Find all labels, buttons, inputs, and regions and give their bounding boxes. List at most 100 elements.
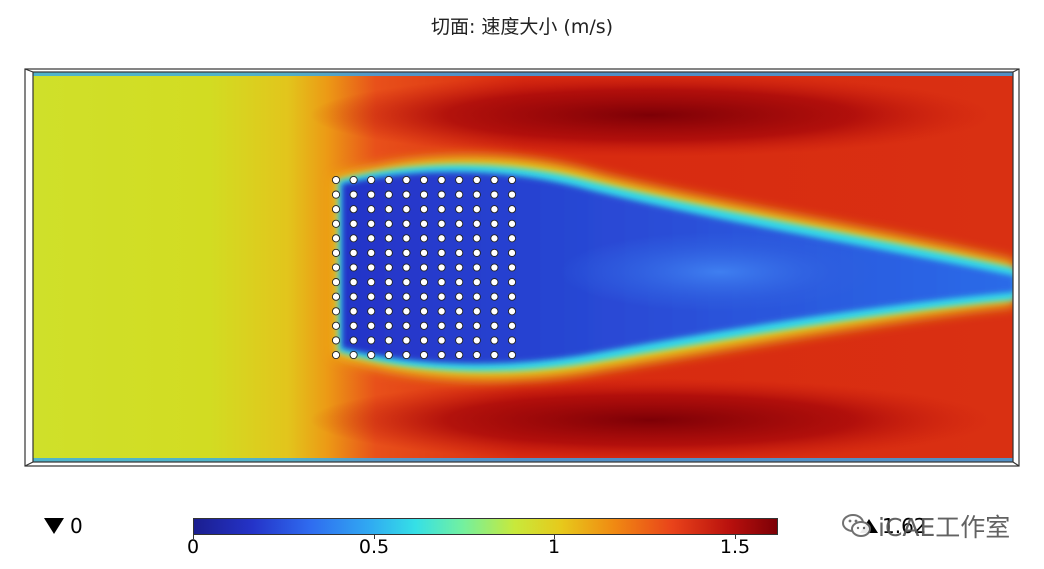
cylinder bbox=[349, 321, 358, 330]
cylinder bbox=[472, 219, 481, 228]
colorbar-tick bbox=[735, 535, 736, 539]
cylinder bbox=[455, 248, 464, 257]
cylinder bbox=[384, 234, 393, 243]
cylinder bbox=[331, 190, 341, 199]
cylinder bbox=[384, 278, 393, 287]
cylinder bbox=[402, 219, 411, 228]
cylinder bbox=[349, 278, 358, 287]
cylinder bbox=[402, 248, 411, 257]
cylinder bbox=[472, 205, 481, 214]
cylinder bbox=[437, 307, 446, 316]
cylinder bbox=[384, 219, 393, 228]
cylinder bbox=[455, 234, 464, 243]
cylinder bbox=[472, 175, 481, 185]
cylinder bbox=[331, 219, 341, 228]
cylinder bbox=[455, 307, 464, 316]
cylinder bbox=[490, 307, 499, 316]
cylinder bbox=[472, 263, 481, 272]
cylinder bbox=[349, 234, 358, 243]
cylinder bbox=[419, 234, 429, 243]
colorbar-tick bbox=[554, 535, 555, 539]
cylinder bbox=[455, 190, 464, 199]
cylinder bbox=[349, 175, 358, 185]
min-value-label: 0 bbox=[70, 514, 83, 538]
cylinder bbox=[437, 205, 446, 214]
cylinder bbox=[419, 190, 429, 199]
min-value-marker: 0 bbox=[44, 514, 83, 538]
cylinder bbox=[455, 205, 464, 214]
cylinder bbox=[437, 263, 446, 272]
cylinder bbox=[419, 205, 429, 214]
cylinder bbox=[490, 263, 499, 272]
cylinder bbox=[455, 175, 464, 185]
cylinder bbox=[367, 219, 376, 228]
min-triangle-icon bbox=[44, 518, 64, 534]
cylinder bbox=[402, 292, 411, 301]
cylinder bbox=[349, 307, 358, 316]
velocity-slice-plot bbox=[24, 68, 1020, 467]
cylinder bbox=[490, 350, 499, 360]
cylinder bbox=[419, 219, 429, 228]
cylinder bbox=[384, 321, 393, 330]
cylinder bbox=[437, 350, 446, 360]
cylinder bbox=[419, 307, 429, 316]
cylinder bbox=[384, 248, 393, 257]
cylinder bbox=[419, 321, 429, 330]
cylinder bbox=[507, 278, 517, 287]
colorbar-tick bbox=[193, 535, 194, 539]
cylinder bbox=[349, 205, 358, 214]
cylinder bbox=[384, 205, 393, 214]
cylinder bbox=[437, 219, 446, 228]
cylinder bbox=[349, 263, 358, 272]
cylinder bbox=[367, 205, 376, 214]
cylinder bbox=[490, 190, 499, 199]
cylinder bbox=[367, 234, 376, 243]
cylinder bbox=[349, 292, 358, 301]
cylinder bbox=[331, 205, 341, 214]
domain-frame bbox=[24, 68, 1020, 467]
cylinder bbox=[437, 336, 446, 345]
colorbar-tick-label: 0.5 bbox=[358, 536, 390, 558]
cylinder bbox=[349, 248, 358, 257]
cylinder bbox=[331, 248, 341, 257]
cylinder bbox=[455, 219, 464, 228]
cylinder bbox=[490, 292, 499, 301]
cylinder bbox=[384, 350, 393, 360]
cylinder bbox=[455, 350, 464, 360]
cylinder bbox=[472, 321, 481, 330]
watermark: iCAE工作室 bbox=[842, 508, 1010, 544]
cylinder bbox=[507, 219, 517, 228]
cylinder bbox=[331, 234, 341, 243]
cylinder bbox=[437, 234, 446, 243]
cylinder bbox=[490, 234, 499, 243]
cylinder bbox=[349, 219, 358, 228]
cylinder bbox=[455, 263, 464, 272]
cylinder bbox=[367, 248, 376, 257]
colorbar-tick bbox=[374, 535, 375, 539]
cylinder bbox=[472, 350, 481, 360]
cylinder bbox=[419, 292, 429, 301]
cylinder bbox=[384, 190, 393, 199]
cylinder bbox=[331, 263, 341, 272]
cylinder bbox=[455, 336, 464, 345]
cylinder bbox=[419, 278, 429, 287]
plot-title: 切面: 速度大小 (m/s) bbox=[430, 16, 614, 38]
cylinder bbox=[367, 307, 376, 316]
cylinder bbox=[472, 292, 481, 301]
cylinder bbox=[349, 190, 358, 199]
cylinder bbox=[384, 336, 393, 345]
cylinder bbox=[507, 350, 517, 360]
cylinder bbox=[331, 321, 341, 330]
velocity-field bbox=[33, 72, 1013, 462]
cylinder bbox=[384, 292, 393, 301]
cylinder bbox=[507, 234, 517, 243]
cylinder bbox=[490, 336, 499, 345]
cylinder bbox=[455, 278, 464, 287]
cylinder bbox=[331, 292, 341, 301]
cylinder bbox=[472, 307, 481, 316]
cylinder bbox=[490, 175, 499, 185]
cylinder bbox=[419, 175, 429, 185]
watermark-text: iCAE工作室 bbox=[878, 513, 1011, 542]
cylinder bbox=[367, 190, 376, 199]
cylinder bbox=[419, 248, 429, 257]
